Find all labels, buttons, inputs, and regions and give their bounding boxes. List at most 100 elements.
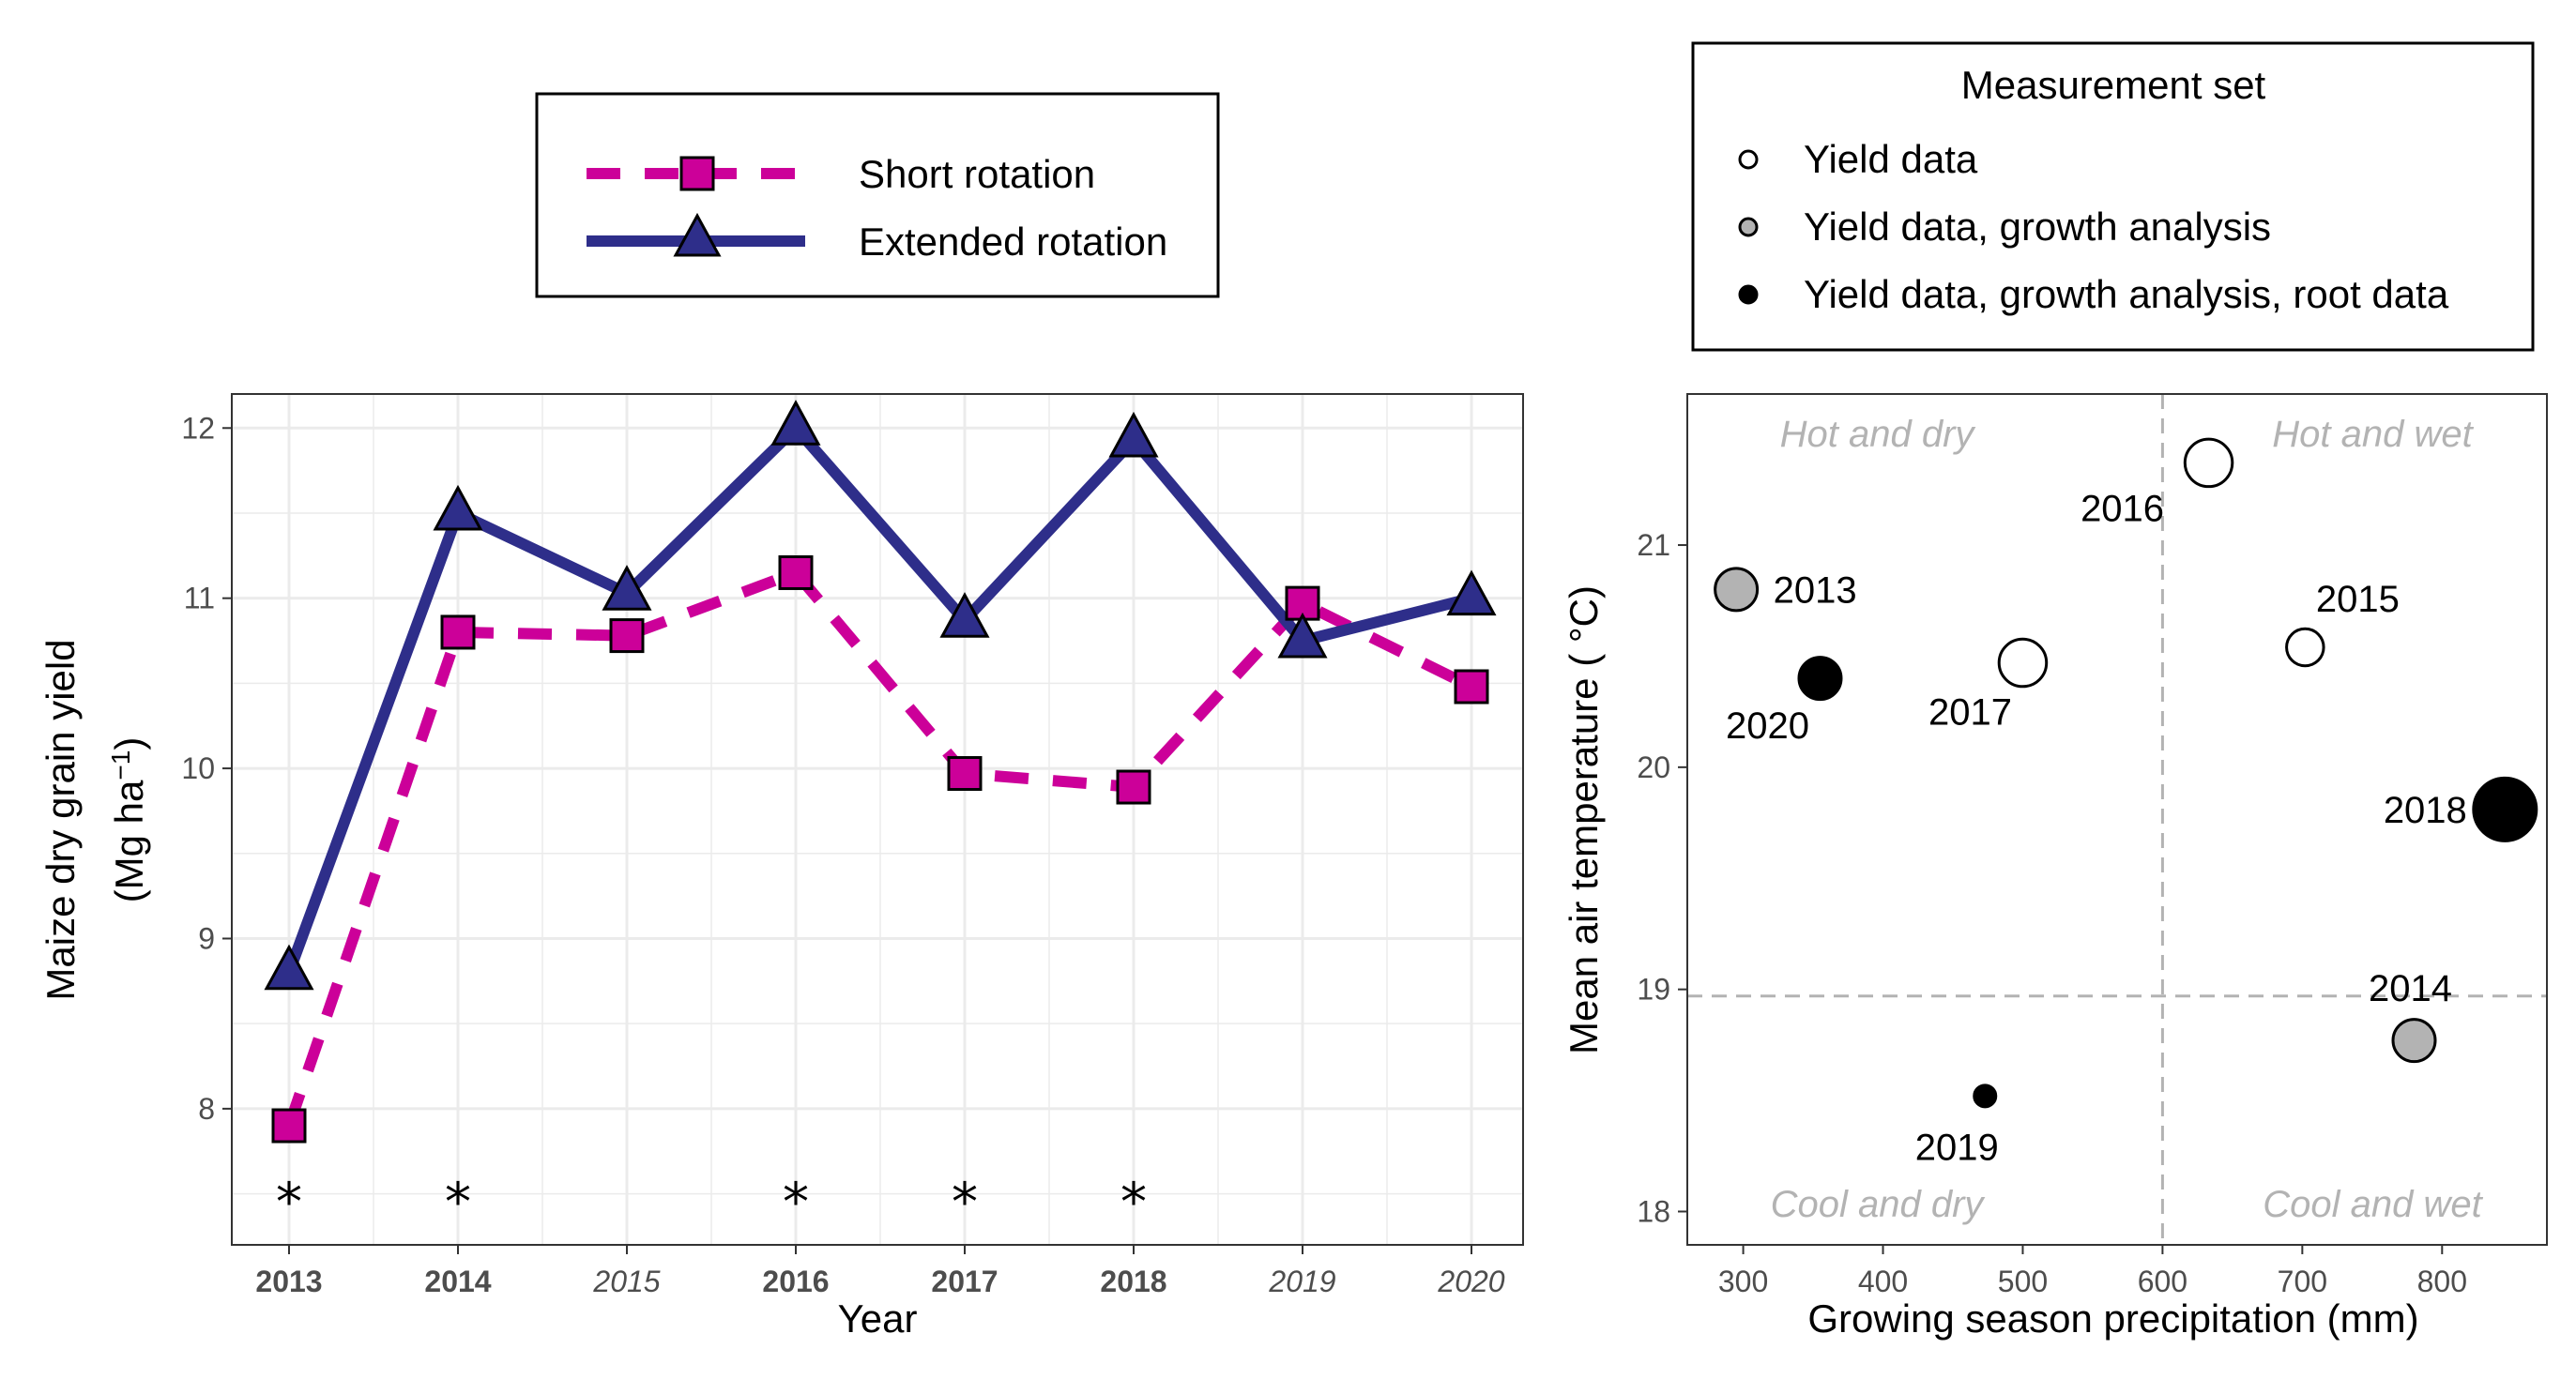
- significance-star: *: [445, 1173, 471, 1234]
- significance-star: *: [783, 1173, 809, 1234]
- legend-short-square-icon: [679, 156, 715, 191]
- legend-measurement-title: Measurement set: [1961, 63, 2266, 107]
- legend-short-label: Short rotation: [859, 152, 1095, 196]
- legend-extended-label: Extended rotation: [859, 220, 1167, 264]
- quadrant-hot-dry: Hot and dry: [1780, 414, 1977, 455]
- yield-y-unit-exponent: −1: [106, 750, 135, 780]
- legend-measurement: Measurement set Yield data Yield data, g…: [1691, 41, 2535, 352]
- yield-y-axis-title-line1: Maize dry grain yield: [38, 639, 83, 1000]
- quadrant-cool-dry: Cool and dry: [1771, 1184, 1987, 1225]
- yield-x-tick-label: 2013: [255, 1265, 322, 1298]
- climate-point-label: 2018: [2384, 790, 2467, 831]
- climate-point-label: 2020: [1726, 705, 1809, 747]
- legend-rotation: Short rotation Extended rotation: [535, 92, 1220, 298]
- climate-plot-panel: [1687, 394, 2547, 1245]
- climate-x-tick-label: 800: [2417, 1265, 2467, 1298]
- extended-rotation-point: [1446, 569, 1497, 616]
- yield-y-tick-label: 10: [181, 751, 215, 785]
- yield-x-tick-label: 2017: [931, 1265, 998, 1298]
- significance-star: *: [952, 1173, 978, 1234]
- climate-point-label: 2019: [1915, 1127, 1999, 1168]
- climate-point-label: 2017: [1928, 692, 2012, 734]
- short-rotation-point: [778, 554, 814, 590]
- climate-point-label: 2016: [2081, 488, 2164, 529]
- short-rotation-point: [1116, 769, 1151, 805]
- climate-x-tick-label: 500: [1998, 1265, 2048, 1298]
- climate-plot-border: [1686, 393, 2548, 1246]
- yield-y-axis-title: Maize dry grain yield (Mg ha−1): [38, 639, 151, 1000]
- yield-y-tick-label: 11: [184, 582, 215, 615]
- climate-point-2017: [1997, 637, 2049, 689]
- yield-y-tick-label: 8: [198, 1092, 215, 1126]
- climate-point-2020: [1797, 656, 1843, 702]
- short-rotation-point: [271, 1108, 307, 1144]
- yield-plot-border: [231, 393, 1524, 1246]
- extended-rotation-point: [433, 484, 483, 531]
- yield-y-unit-close: ): [107, 737, 151, 750]
- legend-black-circle-icon: [1738, 284, 1759, 305]
- yield-x-tick-label: 2015: [592, 1265, 660, 1298]
- climate-y-tick-label: 20: [1637, 750, 1670, 784]
- extended-rotation-point: [1277, 612, 1328, 659]
- climate-reference-lines: [1687, 394, 2547, 1245]
- yield-series: * * * * *: [264, 400, 1497, 1234]
- legend-grey-circle-icon: [1738, 217, 1759, 237]
- climate-point-2018: [2472, 776, 2538, 842]
- climate-point-2013: [1714, 567, 1760, 613]
- climate-x-tick-label: 400: [1858, 1265, 1908, 1298]
- legend-rotation-box: [535, 92, 1220, 298]
- extended-rotation-line: [283, 422, 1473, 975]
- yield-y-axis-title-line2: (Mg ha−1): [106, 737, 151, 903]
- yield-axis-ticks: 8 9 10 11 12 2013 2014 2015 2016 2017 2018 2019 2020: [181, 411, 1504, 1298]
- legend-extended-triangle-icon: [673, 212, 722, 257]
- climate-point-label: 2013: [1774, 569, 1857, 611]
- yield-x-tick-label: 2020: [1437, 1265, 1504, 1298]
- legend-root-label: Yield data, growth analysis, root data: [1804, 272, 2449, 316]
- short-rotation-point: [947, 756, 983, 792]
- climate-y-tick-label: 21: [1637, 528, 1670, 562]
- yield-gridlines: [232, 394, 1523, 1245]
- climate-points: 2013 2014 2015 2016 2017 2018 2019 2020: [1714, 437, 2538, 1168]
- climate-point-2015: [2285, 627, 2325, 668]
- climate-y-axis-title: Mean air temperature ( °C): [1562, 585, 1606, 1054]
- climate-x-axis-title: Growing season precipitation (mm): [1807, 1296, 2418, 1341]
- climate-x-tick-label: 600: [2138, 1265, 2187, 1298]
- legend-yield-label: Yield data: [1804, 137, 1978, 181]
- quadrant-hot-wet: Hot and wet: [2272, 414, 2474, 455]
- climate-scatter-chart: Hot and dry Hot and wet Cool and dry Coo…: [1562, 393, 2548, 1341]
- yield-y-unit: (Mg ha: [107, 780, 151, 902]
- legend-growth-label: Yield data, growth analysis: [1804, 205, 2271, 249]
- short-rotation-point: [609, 618, 645, 654]
- climate-x-tick-label: 300: [1718, 1265, 1768, 1298]
- climate-point-2019: [1973, 1084, 1998, 1109]
- climate-point-label: 2014: [2369, 968, 2452, 1009]
- extended-rotation-point: [770, 400, 821, 446]
- quadrant-cool-wet: Cool and wet: [2263, 1184, 2483, 1225]
- extended-rotation-point: [264, 944, 314, 991]
- significance-star: *: [276, 1173, 302, 1234]
- legend-measurement-box: [1691, 41, 2535, 352]
- yield-x-tick-label: 2014: [424, 1265, 491, 1298]
- yield-x-tick-label: 2016: [762, 1265, 829, 1298]
- climate-y-tick-label: 19: [1637, 973, 1670, 1007]
- climate-x-tick-label: 700: [2278, 1265, 2327, 1298]
- yield-x-tick-label: 2019: [1268, 1265, 1335, 1298]
- yield-line-chart: * * * * * 8 9 10 11 12 2013 2014 2015 2016 2017 2018 20…: [38, 393, 1524, 1341]
- short-rotation-line: [283, 567, 1474, 1128]
- climate-quadrant-labels: Hot and dry Hot and wet Cool and dry Coo…: [1771, 414, 2484, 1225]
- yield-y-tick-label: 12: [181, 411, 215, 445]
- climate-point-2016: [2183, 437, 2234, 489]
- significance-star: *: [1120, 1173, 1147, 1234]
- climate-point-2014: [2391, 1018, 2437, 1064]
- yield-y-tick-label: 9: [198, 921, 215, 955]
- short-rotation-point: [440, 614, 476, 650]
- extended-rotation-point: [1108, 411, 1159, 458]
- short-rotation-point: [1454, 669, 1489, 705]
- legend-white-circle-icon: [1738, 149, 1759, 170]
- climate-point-label: 2015: [2316, 579, 2400, 620]
- climate-y-tick-label: 18: [1637, 1194, 1670, 1228]
- extended-rotation-point: [602, 565, 652, 611]
- yield-x-axis-title: Year: [838, 1296, 918, 1341]
- extended-rotation-point: [939, 592, 990, 638]
